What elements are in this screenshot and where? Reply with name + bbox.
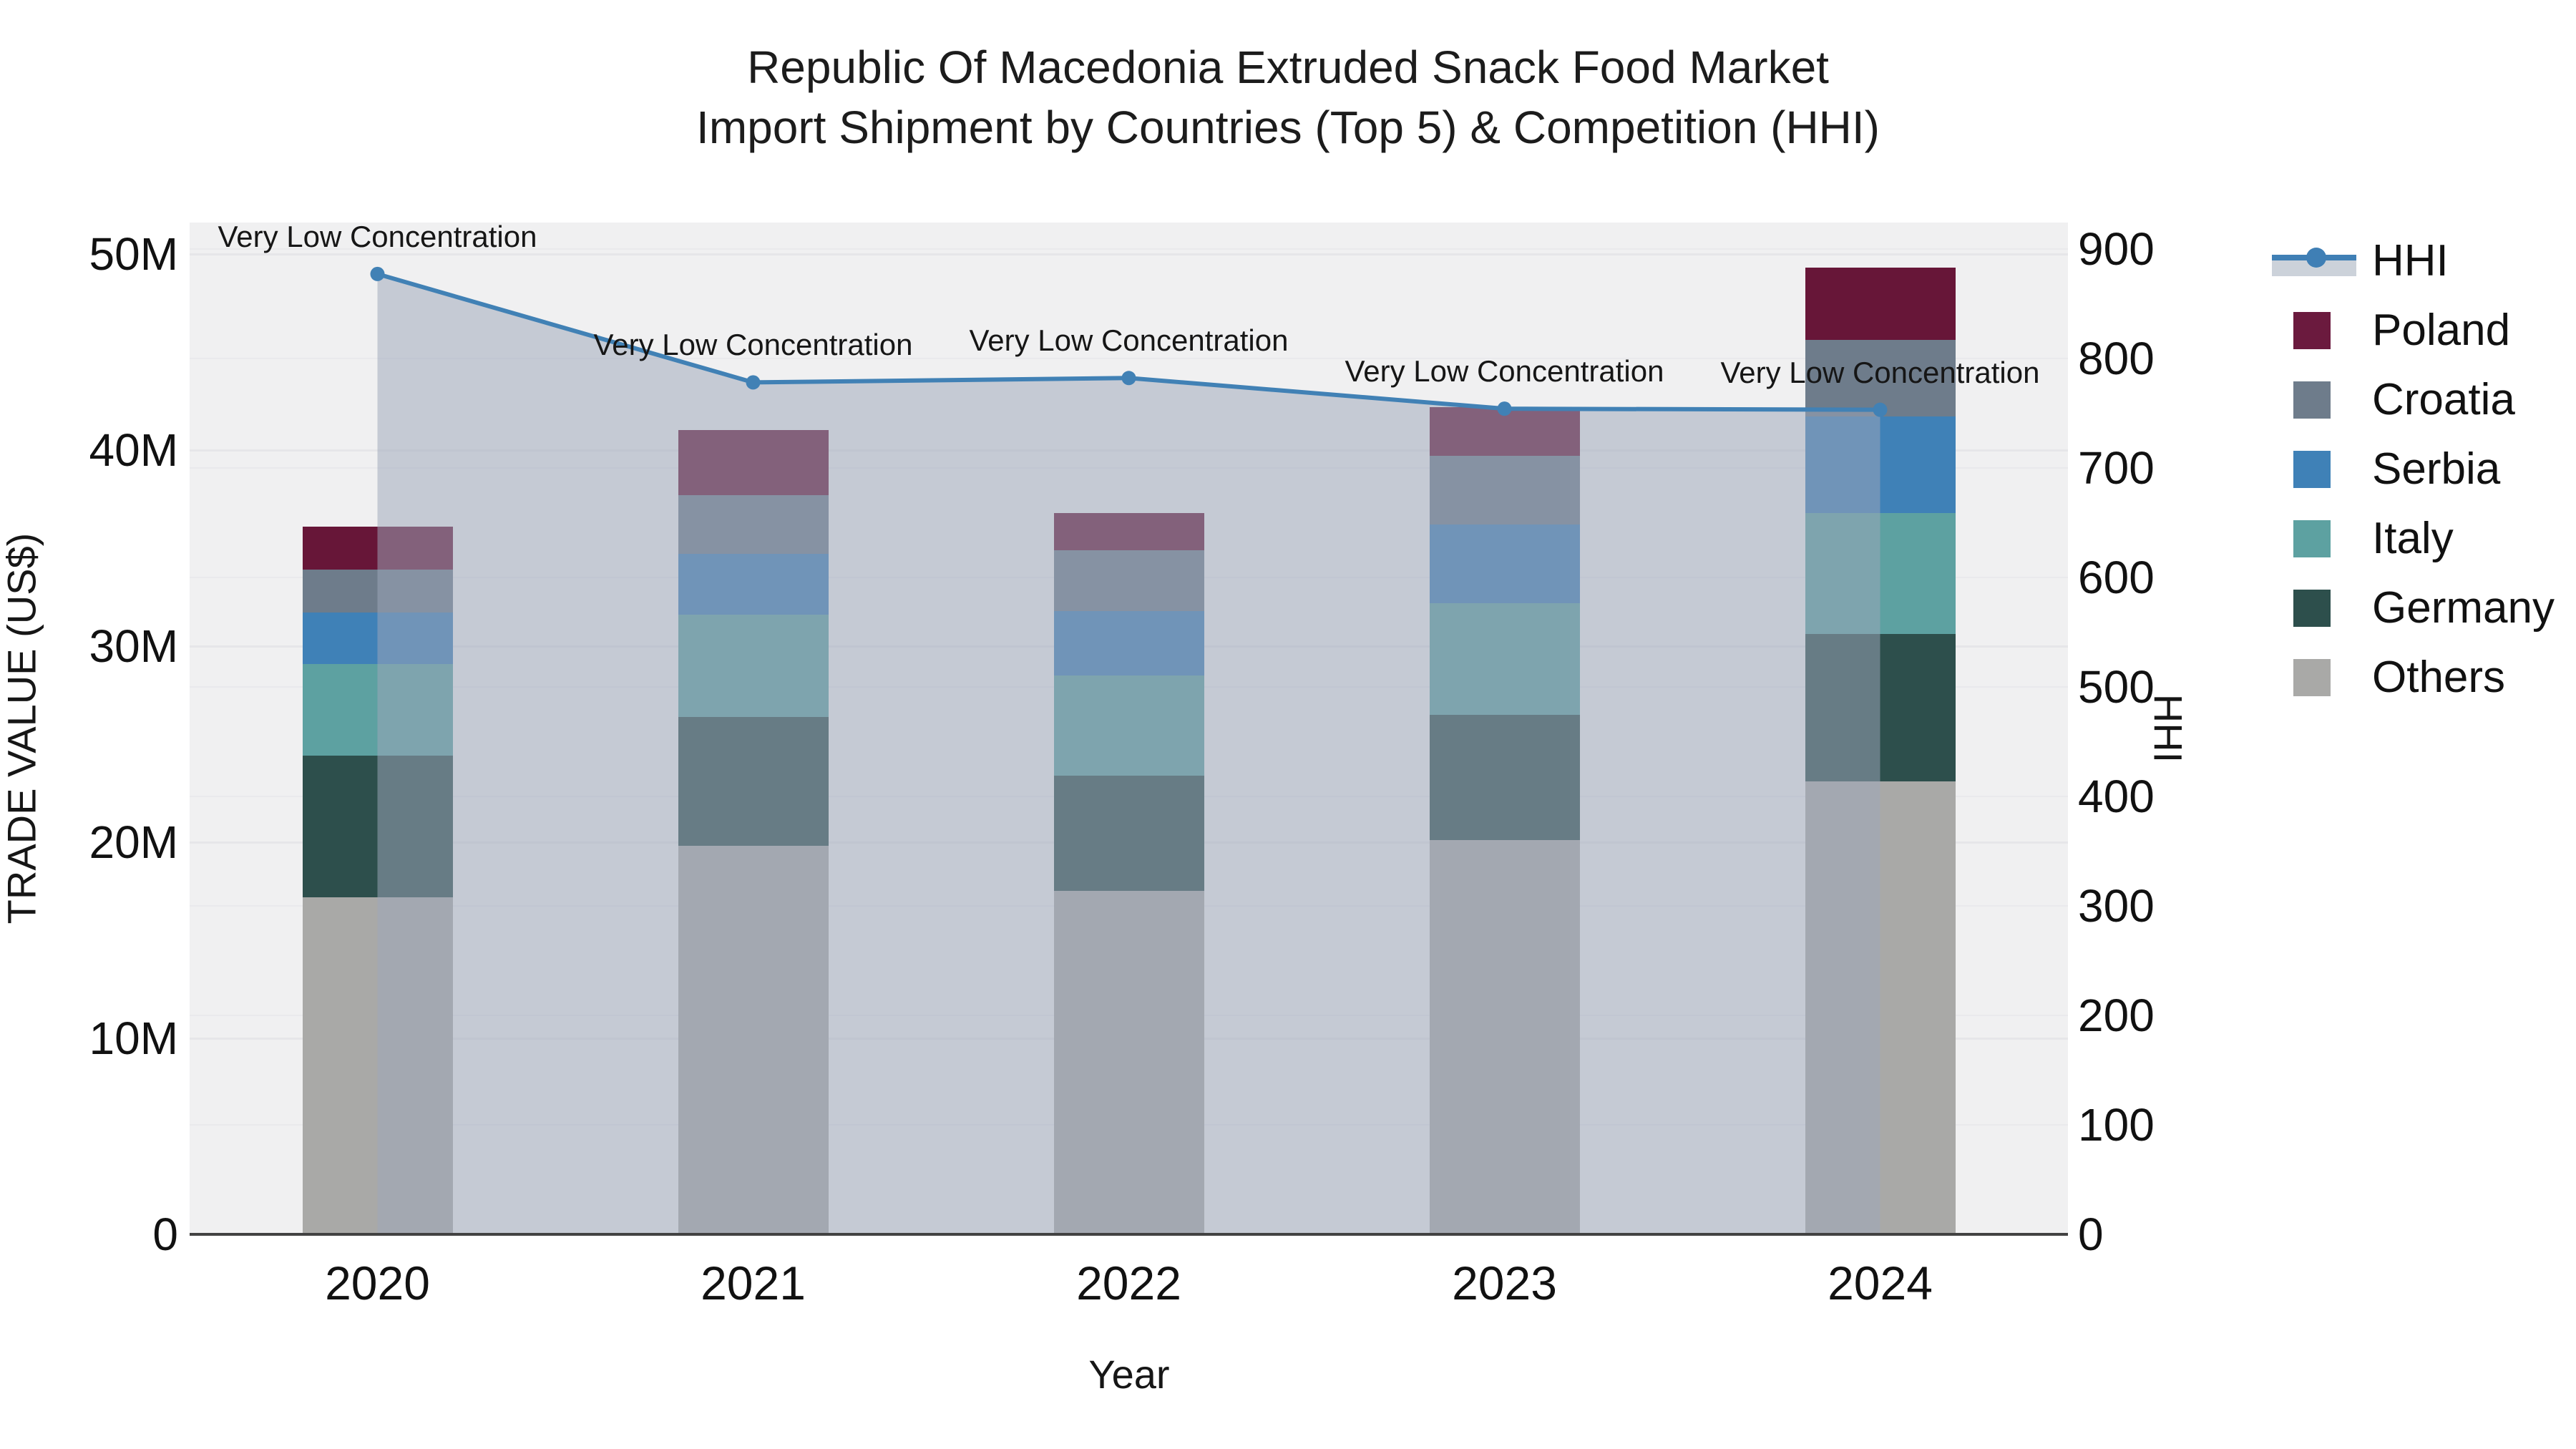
- gridline-trade-50M: [190, 253, 2068, 255]
- legend-item-serbia[interactable]: Serbia: [2265, 434, 2555, 504]
- legend-item-croatia[interactable]: Croatia: [2265, 365, 2555, 434]
- hhi-line-sample-icon: [2272, 245, 2356, 278]
- chart-title: Republic Of Macedonia Extruded Snack Foo…: [0, 37, 2576, 158]
- legend-square-swatch: [2265, 573, 2372, 643]
- legend-color-square: [2293, 520, 2331, 557]
- legend-color-square: [2293, 590, 2331, 627]
- hhi-line-layer: [370, 266, 1888, 1234]
- ytick-left-30M: 30M: [89, 620, 179, 672]
- ytick-left-50M: 50M: [89, 228, 179, 280]
- legend-label: HHI: [2372, 236, 2449, 286]
- ytick-left-40M: 40M: [89, 424, 179, 476]
- ytick-right-800: 800: [2078, 332, 2155, 384]
- ytick-right-100: 100: [2078, 1098, 2155, 1151]
- legend-square-swatch: [2265, 296, 2372, 365]
- ytick-left-10M: 10M: [89, 1012, 179, 1064]
- xtick-2023: 2023: [1452, 1257, 1557, 1309]
- plot-area[interactable]: Very Low Concentration Very Low Concentra…: [190, 219, 2068, 1236]
- xtick-2020: 2020: [325, 1257, 430, 1309]
- legend-item-germany[interactable]: Germany: [2265, 573, 2555, 643]
- legend-square-swatch: [2265, 504, 2372, 573]
- hhi-marker-2021[interactable]: [746, 375, 761, 390]
- legend-square-swatch: [2265, 434, 2372, 504]
- hhi-marker-2022[interactable]: [1121, 371, 1136, 386]
- ytick-right-300: 300: [2078, 879, 2155, 932]
- annotation-2022: Very Low Concentration: [969, 323, 1289, 358]
- ytick-left-20M: 20M: [89, 816, 179, 868]
- annotation-2024: Very Low Concentration: [1720, 355, 2040, 389]
- ytick-right-200: 200: [2078, 989, 2155, 1041]
- legend-label: Poland: [2372, 306, 2511, 355]
- legend-label: Serbia: [2372, 444, 2501, 494]
- legend-label: Croatia: [2372, 375, 2515, 424]
- gridline-hhi-900: [190, 248, 2068, 250]
- chart-title-line2: Import Shipment by Countries (Top 5) & C…: [696, 102, 1880, 154]
- ytick-right-700: 700: [2078, 441, 2155, 494]
- ytick-right-600: 600: [2078, 551, 2155, 603]
- ytick-right-500: 500: [2078, 660, 2155, 713]
- annotation-2023: Very Low Concentration: [1345, 354, 1664, 389]
- hhi-marker-2020[interactable]: [370, 266, 385, 281]
- y-axis-left-title: TRADE VALUE (US$): [0, 532, 44, 924]
- legend: HHI Poland Croatia Serbia Italy Germany Others: [2265, 226, 2555, 712]
- xtick-2022: 2022: [1076, 1257, 1181, 1309]
- ytick-right-900: 900: [2078, 223, 2155, 275]
- ytick-left-0: 0: [152, 1209, 178, 1260]
- legend-item-hhi[interactable]: HHI: [2265, 226, 2555, 296]
- legend-color-square: [2293, 659, 2331, 696]
- legend-color-square: [2293, 381, 2331, 419]
- legend-square-swatch: [2265, 365, 2372, 434]
- legend-label: Others: [2372, 653, 2506, 702]
- legend-item-others[interactable]: Others: [2265, 643, 2555, 712]
- legend-label: Italy: [2372, 514, 2454, 563]
- x-axis-line: [190, 1233, 2068, 1236]
- chart-title-line1: Republic Of Macedonia Extruded Snack Foo…: [747, 42, 1829, 93]
- legend-color-square: [2293, 451, 2331, 488]
- hhi-marker-2024[interactable]: [1873, 402, 1888, 417]
- y-axis-right-title: HHI: [2145, 693, 2191, 763]
- legend-color-square: [2293, 312, 2331, 349]
- annotation-2020: Very Low Concentration: [218, 219, 537, 253]
- gridline-hhi-800: [190, 357, 2068, 359]
- x-axis-title: Year: [1088, 1352, 1170, 1397]
- legend-item-italy[interactable]: Italy: [2265, 504, 2555, 573]
- legend-item-poland[interactable]: Poland: [2265, 296, 2555, 365]
- hhi-marker-2023[interactable]: [1497, 401, 1512, 416]
- annotation-2021: Very Low Concentration: [593, 328, 913, 362]
- legend-line-swatch: [2265, 226, 2372, 296]
- xtick-2021: 2021: [701, 1257, 806, 1309]
- legend-square-swatch: [2265, 643, 2372, 712]
- hhi-area-fill: [377, 273, 1880, 1234]
- ytick-right-0: 0: [2078, 1209, 2104, 1260]
- legend-label: Germany: [2372, 583, 2555, 633]
- hhi-marker-sample: [2306, 248, 2326, 268]
- ytick-right-400: 400: [2078, 770, 2155, 822]
- xtick-2024: 2024: [1828, 1257, 1933, 1309]
- bar-segment-2024-poland[interactable]: [1805, 268, 1956, 341]
